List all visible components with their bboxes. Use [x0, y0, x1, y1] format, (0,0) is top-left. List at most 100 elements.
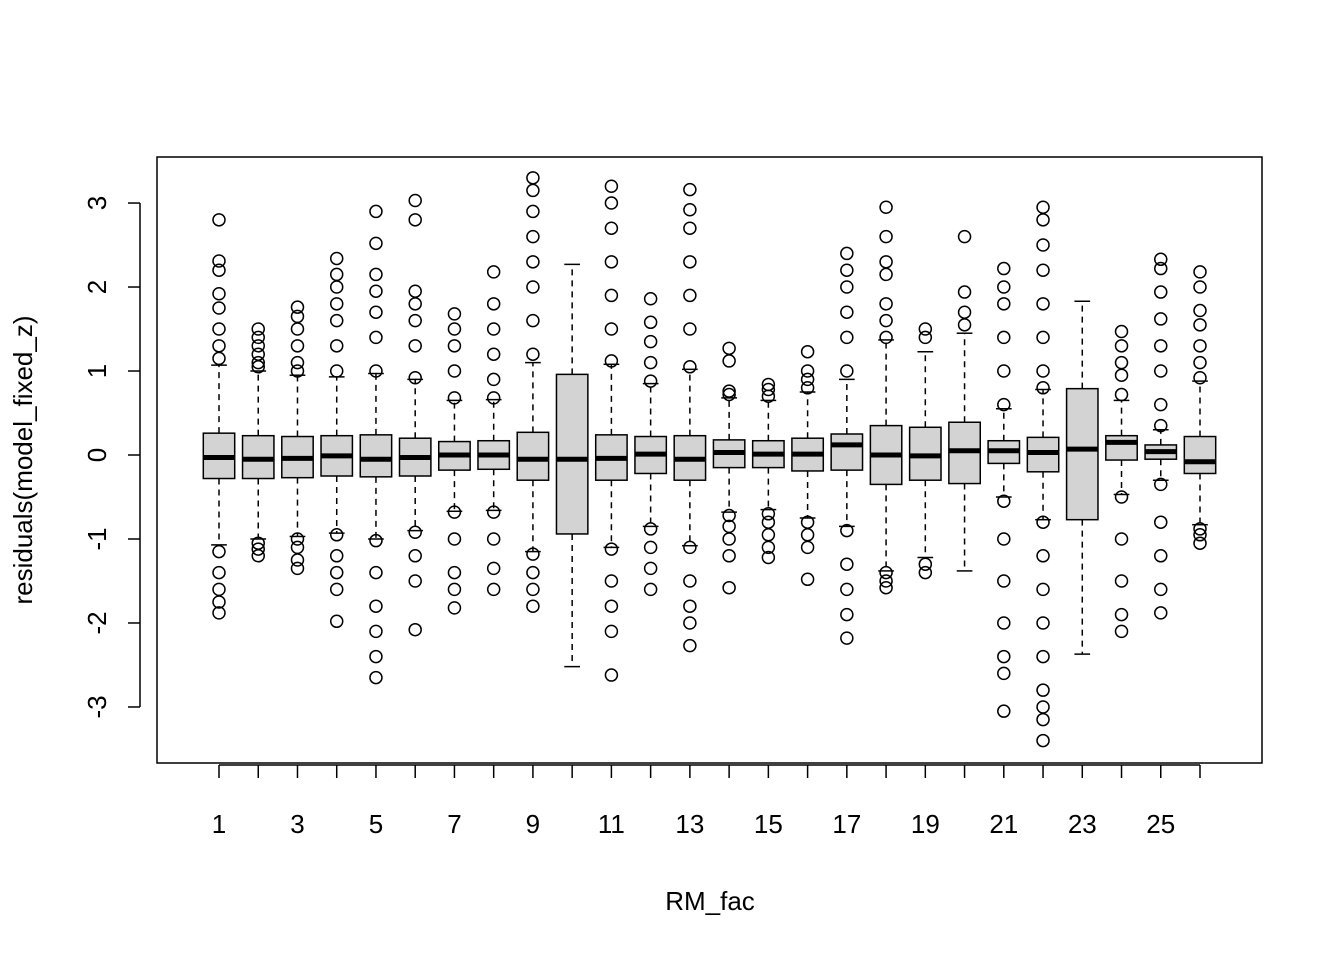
outlier [212, 582, 226, 597]
y-tick-label: 1 [82, 364, 112, 378]
outlier [1154, 606, 1168, 620]
outlier [1114, 324, 1129, 339]
outlier [212, 339, 226, 353]
x-tick-label: 11 [598, 809, 625, 839]
outlier [1114, 355, 1129, 370]
outlier [369, 565, 383, 580]
outlier [369, 305, 383, 319]
outlier [526, 204, 540, 219]
outlier [1114, 574, 1129, 588]
outlier [369, 284, 383, 298]
outlier [722, 387, 736, 402]
outlier [329, 528, 344, 542]
outlier [1036, 330, 1050, 345]
outlier [329, 280, 344, 294]
outlier [486, 505, 501, 519]
outlier [604, 354, 619, 368]
outlier [526, 183, 540, 198]
outlier [722, 354, 736, 368]
outlier [918, 322, 933, 336]
outlier [643, 315, 658, 330]
x-tick-label: 15 [754, 809, 783, 839]
outlier [526, 171, 540, 185]
outlier [1154, 339, 1168, 353]
outlier [800, 364, 815, 378]
outlier [251, 322, 265, 336]
outlier [840, 607, 854, 622]
outlier [1154, 582, 1168, 597]
outlier [212, 595, 226, 609]
outlier [1036, 649, 1050, 664]
outlier [447, 582, 462, 597]
outlier [800, 528, 815, 542]
outlier [251, 330, 265, 345]
outlier [879, 229, 893, 244]
x-tick-label: 17 [832, 809, 861, 839]
outlier [369, 599, 383, 613]
outlier [683, 221, 697, 235]
outlier [643, 540, 658, 555]
outlier [722, 508, 736, 523]
outlier [683, 360, 697, 374]
outlier [722, 341, 736, 356]
outlier [683, 182, 697, 197]
outlier [290, 355, 305, 370]
outlier [1036, 733, 1050, 748]
outlier [1036, 515, 1050, 529]
x-tick-label: 1 [212, 809, 226, 839]
outlier [1036, 200, 1050, 214]
outlier [329, 565, 344, 580]
y-tick-label: -1 [82, 527, 112, 550]
outlier [957, 229, 972, 244]
outlier [957, 285, 972, 299]
outlier [879, 313, 893, 328]
outlier [604, 668, 619, 682]
outlier [643, 374, 658, 388]
outlier [997, 574, 1011, 588]
outlier [1154, 397, 1168, 412]
outlier [526, 582, 540, 597]
outlier [997, 364, 1011, 378]
outlier [1193, 522, 1207, 536]
outlier [1193, 318, 1207, 332]
outlier [604, 179, 619, 193]
outlier [1114, 624, 1129, 639]
outlier [251, 549, 265, 563]
y-tick-label: -3 [82, 695, 112, 718]
outlier [290, 561, 305, 576]
outlier [1154, 261, 1168, 276]
outlier [212, 565, 226, 580]
outlier [1193, 339, 1207, 353]
outlier [369, 267, 383, 282]
y-tick-label: 0 [82, 448, 112, 462]
outlier [604, 599, 619, 613]
outlier [1154, 515, 1168, 529]
outlier [447, 307, 462, 321]
outlier [604, 221, 619, 235]
outlier [800, 572, 815, 587]
box [830, 433, 864, 471]
outlier [408, 622, 422, 637]
outlier [957, 318, 972, 332]
outlier [290, 532, 305, 546]
outlier [683, 638, 697, 653]
outlier [1193, 355, 1207, 370]
outlier [957, 305, 972, 319]
outlier [840, 631, 854, 645]
outlier [408, 213, 422, 227]
x-tick-label: 9 [526, 809, 540, 839]
outlier [879, 200, 893, 214]
outlier [212, 322, 226, 336]
outlier [997, 494, 1011, 508]
outlier [800, 372, 815, 387]
outlier [1036, 683, 1050, 697]
outlier [329, 251, 344, 266]
outlier [1114, 532, 1129, 546]
outlier [290, 339, 305, 353]
box [359, 434, 393, 478]
outlier [486, 322, 501, 336]
outlier [486, 391, 501, 405]
outlier [997, 330, 1011, 345]
outlier [251, 339, 265, 353]
outlier [879, 255, 893, 269]
